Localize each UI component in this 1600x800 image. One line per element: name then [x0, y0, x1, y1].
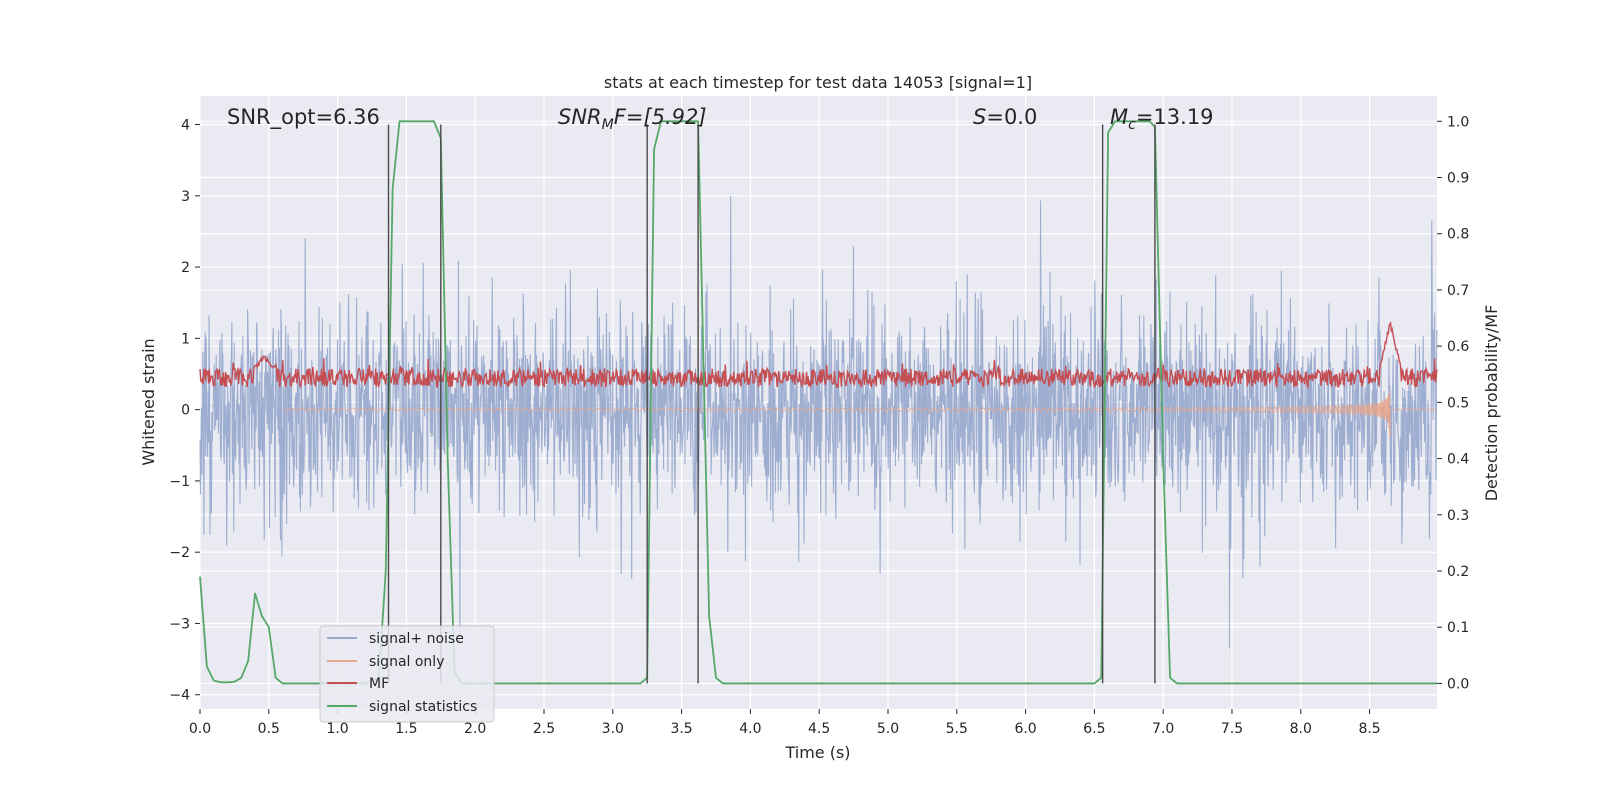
y-right-tick-label: 0.6: [1447, 339, 1469, 355]
y-right-tick-label: 1.0: [1447, 114, 1469, 130]
y-right-tick-label: 0.0: [1447, 676, 1469, 692]
y-left-tick-label: −4: [169, 688, 190, 704]
chart-title: stats at each timestep for test data 140…: [604, 73, 1032, 92]
y-left-tick-label: 2: [181, 260, 190, 276]
annotation-s: S=0.0: [973, 105, 1037, 129]
x-tick-label: 0.0: [189, 721, 211, 737]
y-right-tick-label: 0.2: [1447, 564, 1469, 580]
detection-window-layer: [387, 124, 1156, 684]
y-left-tick-label: −3: [169, 616, 190, 632]
y-axis-left-label: Whitened strain: [139, 338, 158, 465]
x-tick-label: 1.0: [326, 721, 348, 737]
x-tick-label: 6.5: [1083, 721, 1105, 737]
y-right-tick-label: 0.9: [1447, 171, 1469, 187]
x-tick-label: 5.5: [946, 721, 968, 737]
y-right-tick-label: 0.8: [1447, 227, 1469, 243]
x-tick-label: 1.5: [395, 721, 417, 737]
x-tick-label: 4.5: [808, 721, 830, 737]
legend-box: [319, 625, 495, 723]
legend-label-signal-only: signal only: [369, 654, 444, 670]
legend-label-signal-statistics: signal statistics: [369, 699, 477, 715]
y-right-tick-label: 0.5: [1447, 395, 1469, 411]
x-tick-label: 5.0: [877, 721, 899, 737]
x-tick-label: 8.5: [1358, 721, 1380, 737]
legend-label-mf: MF: [369, 676, 389, 692]
x-axis-label: Time (s): [784, 743, 850, 762]
series-mf: [199, 321, 1438, 390]
legend: signal+ noise signal only MF signal stat…: [319, 625, 495, 723]
y-right-tick-label: 0.1: [1447, 620, 1469, 636]
x-tick-label: 0.5: [258, 721, 280, 737]
y-left-tick-label: 4: [181, 118, 190, 134]
annotation-snr-mf: SNRMF=[5.92]: [558, 105, 707, 133]
annotation-mc: Mc=13.19: [1110, 105, 1214, 133]
x-tick-label: 7.5: [1221, 721, 1243, 737]
y-left-tick-label: 0: [181, 403, 190, 419]
x-tick-label: 6.0: [1014, 721, 1036, 737]
x-tick-label: 2.5: [533, 721, 555, 737]
tick-layer: 0.0 0.5 1.0 1.5 2.0 2.5 3.0 3.5 4.0 4.5 5.0 5.5 6.0 6…: [169, 114, 1469, 737]
y-left-tick-label: −2: [169, 545, 190, 561]
y-axis-right-label: Detection probability/MF: [1482, 305, 1501, 502]
series-signal-only: [282, 390, 1437, 438]
y-right-tick-label: 0.4: [1447, 452, 1469, 468]
x-tick-label: 3.0: [602, 721, 624, 737]
x-tick-label: 4.0: [739, 721, 761, 737]
y-left-tick-label: 3: [181, 189, 190, 205]
series-signal-plus-noise: [199, 195, 1438, 649]
y-right-tick-label: 0.3: [1447, 508, 1469, 524]
annotation-snr-opt: SNR_opt=6.36: [227, 105, 380, 130]
x-tick-label: 2.0: [464, 721, 486, 737]
y-right-tick-label: 0.7: [1447, 283, 1469, 299]
x-tick-label: 3.5: [670, 721, 692, 737]
legend-label-signal-noise: signal+ noise: [369, 631, 464, 647]
y-left-tick-label: 1: [181, 331, 190, 347]
x-tick-label: 8.0: [1290, 721, 1312, 737]
x-tick-label: 7.0: [1152, 721, 1174, 737]
y-left-tick-label: −1: [169, 474, 190, 490]
